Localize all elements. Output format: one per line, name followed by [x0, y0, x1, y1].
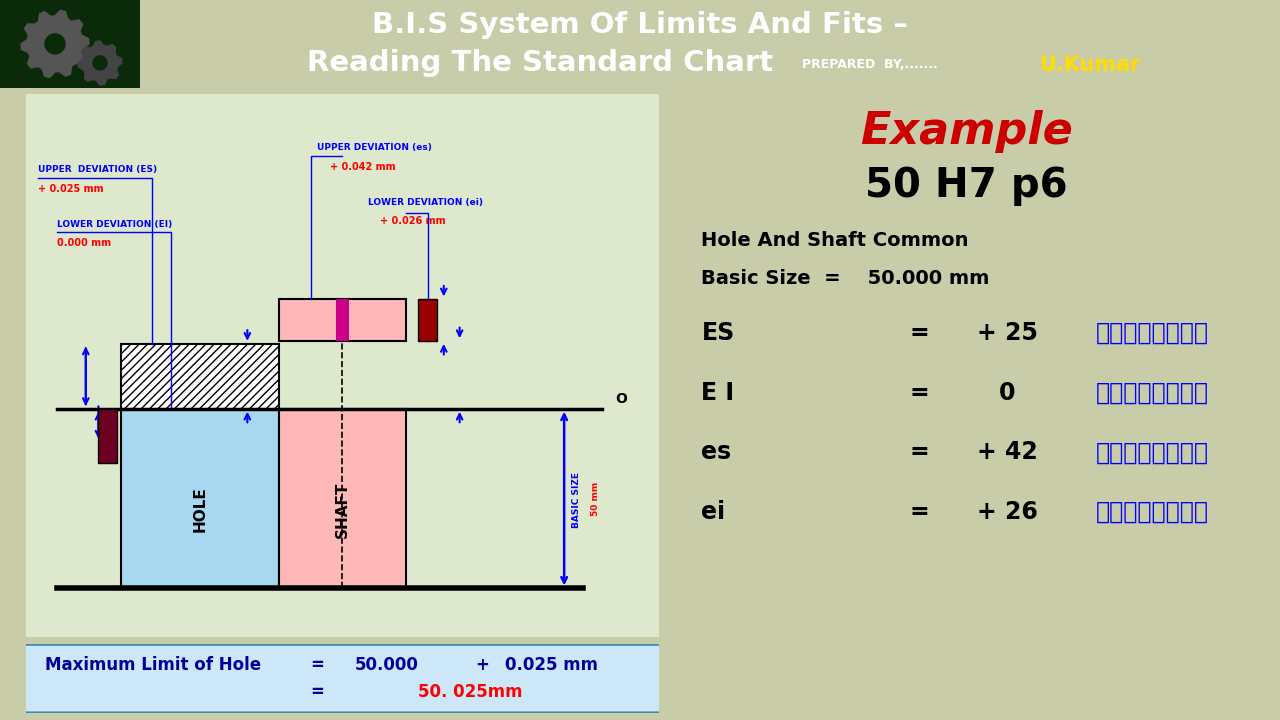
Polygon shape: [78, 41, 122, 85]
Text: 50 mm: 50 mm: [591, 482, 600, 516]
Text: 50.000: 50.000: [355, 656, 419, 674]
Text: 50 H7 p6: 50 H7 p6: [865, 166, 1068, 206]
Text: ES: ES: [701, 321, 735, 345]
Text: es: es: [701, 441, 732, 464]
Bar: [0, 0, 140, 88]
Text: BASIC SIZE: BASIC SIZE: [572, 469, 581, 528]
Text: HOLE: HOLE: [192, 487, 207, 532]
Text: B.I.S System Of Limits And Fits –: B.I.S System Of Limits And Fits –: [372, 11, 908, 39]
Text: Reading The Standard Chart: Reading The Standard Chart: [307, 49, 773, 77]
Text: =: =: [909, 500, 929, 524]
Text: +: +: [475, 656, 489, 674]
Text: O: O: [614, 392, 627, 406]
Bar: [279, 409, 406, 588]
Bar: [99, 409, 118, 463]
Text: ei: ei: [701, 500, 726, 524]
Text: SHAFT: SHAFT: [335, 481, 349, 538]
Text: UPPER DEVIATION (es): UPPER DEVIATION (es): [317, 143, 431, 153]
Text: 0.000 mm: 0.000 mm: [58, 238, 111, 248]
Polygon shape: [20, 10, 90, 78]
Text: =: =: [310, 656, 324, 674]
Text: PREPARED  BY,.......: PREPARED BY,.......: [803, 58, 938, 71]
Text: =: =: [909, 381, 929, 405]
Text: 0.025 mm: 0.025 mm: [506, 656, 598, 674]
Text: LOWER DEVIATION (ei): LOWER DEVIATION (ei): [367, 198, 483, 207]
Text: मायक्रॉन: मायक्रॉन: [1096, 500, 1208, 524]
Text: E I: E I: [701, 381, 735, 405]
Text: + 26: + 26: [977, 500, 1038, 524]
Text: 0: 0: [1000, 381, 1016, 405]
Text: मायक्रॉन: मायक्रॉन: [1096, 381, 1208, 405]
Text: =: =: [310, 683, 324, 701]
Text: LOWER DEVIATION (EI): LOWER DEVIATION (EI): [58, 220, 173, 228]
Text: 50. 025mm: 50. 025mm: [419, 683, 524, 701]
Bar: [337, 300, 348, 341]
Bar: [120, 343, 279, 409]
Text: =: =: [909, 441, 929, 464]
Text: Hole And Shaft Common: Hole And Shaft Common: [701, 231, 969, 250]
Text: Basic Size  =    50.000 mm: Basic Size = 50.000 mm: [701, 269, 989, 288]
Bar: [279, 300, 406, 341]
Text: मायक्रॉन: मायक्रॉन: [1096, 321, 1208, 345]
Text: U.Kumar: U.Kumar: [1039, 55, 1140, 75]
Bar: [419, 300, 438, 341]
Text: UPPER  DEVIATION (ES): UPPER DEVIATION (ES): [38, 165, 157, 174]
FancyBboxPatch shape: [23, 644, 662, 713]
Text: + 0.025 mm: + 0.025 mm: [38, 184, 104, 194]
Text: Example: Example: [860, 110, 1073, 153]
Text: + 0.026 mm: + 0.026 mm: [380, 216, 445, 226]
Text: Maximum Limit of Hole: Maximum Limit of Hole: [45, 656, 261, 674]
Circle shape: [93, 56, 108, 70]
Bar: [120, 409, 279, 588]
Text: मायक्रॉन: मायक्रॉन: [1096, 441, 1208, 464]
Text: + 25: + 25: [977, 321, 1038, 345]
Text: + 42: + 42: [977, 441, 1038, 464]
Text: + 0.042 mm: + 0.042 mm: [330, 162, 396, 172]
Text: =: =: [909, 321, 929, 345]
Circle shape: [45, 34, 65, 54]
FancyBboxPatch shape: [23, 91, 662, 640]
